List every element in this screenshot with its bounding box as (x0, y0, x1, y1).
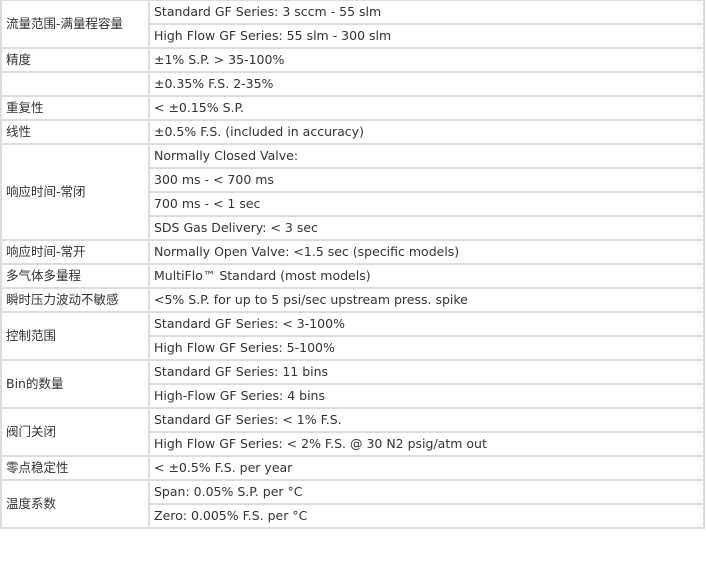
spec-label: 线性 (0, 119, 150, 145)
spec-value: SDS Gas Delivery: < 3 sec (148, 215, 705, 241)
spec-label: 响应时间-常开 (0, 239, 150, 265)
table-row: 瞬时压力波动不敏感 <5% S.P. for up to 5 psi/sec up… (0, 287, 705, 313)
spec-value: High Flow GF Series: < 2% F.S. @ 30 N2 p… (148, 431, 705, 457)
table-row: 300 ms - < 700 ms (1, 167, 705, 193)
table-row: 响应时间-常闭 Normally Closed Valve: (0, 143, 705, 241)
spec-value: Standard GF Series: < 1% F.S. (148, 407, 705, 433)
spec-value: Standard GF Series: 11 bins (148, 359, 705, 385)
spec-label: 重复性 (0, 95, 150, 121)
table-row: 阀门关闭 Standard GF Series: < 1% F.S. (0, 407, 705, 457)
spec-value: High-Flow GF Series: 4 bins (148, 383, 705, 409)
spec-value: High Flow GF Series: 55 slm - 300 slm (148, 23, 705, 49)
spec-label: 瞬时压力波动不敏感 (0, 287, 150, 313)
spec-label: 响应时间-常闭 (0, 143, 150, 241)
spec-value: <5% S.P. for up to 5 psi/sec upstream pr… (148, 287, 705, 313)
spec-value: ±1% S.P. > 35-100% (148, 47, 705, 73)
spec-value: MultiFlo™ Standard (most models) (148, 263, 705, 289)
table-row: SDS Gas Delivery: < 3 sec (1, 215, 705, 241)
spec-label: 阀门关闭 (0, 407, 150, 457)
spec-value: Standard GF Series: < 3-100% (148, 311, 705, 337)
spec-value: 300 ms - < 700 ms (148, 167, 705, 193)
table-row: ±0.35% F.S. 2-35% (0, 71, 705, 97)
table-row: 温度系数 Span: 0.05% S.P. per °C (0, 479, 705, 529)
spec-value: Normally Open Valve: <1.5 sec (specific … (148, 239, 705, 265)
spec-label: 流量范围-满量程容量 (0, 0, 150, 49)
spec-value: Standard GF Series: 3 sccm - 55 slm (148, 0, 705, 25)
table-row: 重复性 < ±0.15% S.P. (0, 95, 705, 121)
spec-label: 控制范围 (0, 311, 150, 361)
table-row: 零点稳定性 < ±0.5% F.S. per year (0, 455, 705, 481)
spec-label: 温度系数 (0, 479, 150, 529)
table-row: 控制范围 Standard GF Series: < 3-100% (0, 311, 705, 361)
spec-label (0, 71, 150, 97)
spec-label: 多气体多量程 (0, 263, 150, 289)
spec-value: < ±0.15% S.P. (148, 95, 705, 121)
table-row: Bin的数量 Standard GF Series: 11 bins (0, 359, 705, 409)
spec-value: < ±0.5% F.S. per year (148, 455, 705, 481)
spec-value: 700 ms - < 1 sec (148, 191, 705, 217)
spec-table: 流量范围-满量程容量 Standard GF Series: 3 sccm - 5… (0, 0, 705, 529)
table-row: 多气体多量程 MultiFlo™ Standard (most models) (0, 263, 705, 289)
spec-value: High Flow GF Series: 5-100% (148, 335, 705, 361)
table-row: High Flow GF Series: 55 slm - 300 slm (1, 23, 705, 49)
spec-value: ±0.35% F.S. 2-35% (148, 71, 705, 97)
table-row: High Flow GF Series: < 2% F.S. @ 30 N2 p… (1, 431, 705, 457)
table-row: 流量范围-满量程容量 Standard GF Series: 3 sccm - 5… (0, 0, 705, 49)
table-row: 响应时间-常开 Normally Open Valve: <1.5 sec (sp… (0, 239, 705, 265)
spec-value: ±0.5% F.S. (included in accuracy) (148, 119, 705, 145)
spec-value: Normally Closed Valve: (148, 143, 705, 169)
table-row: High-Flow GF Series: 4 bins (1, 383, 705, 409)
table-row: Zero: 0.005% F.S. per °C (1, 503, 705, 529)
table-row: 700 ms - < 1 sec (1, 191, 705, 217)
spec-label: Bin的数量 (0, 359, 150, 409)
table-row: 线性 ±0.5% F.S. (included in accuracy) (0, 119, 705, 145)
table-row: 精度 ±1% S.P. > 35-100% (0, 47, 705, 73)
spec-label: 零点稳定性 (0, 455, 150, 481)
spec-label: 精度 (0, 47, 150, 73)
spec-value: Span: 0.05% S.P. per °C (148, 479, 705, 505)
table-row: High Flow GF Series: 5-100% (1, 335, 705, 361)
spec-value: Zero: 0.005% F.S. per °C (148, 503, 705, 529)
